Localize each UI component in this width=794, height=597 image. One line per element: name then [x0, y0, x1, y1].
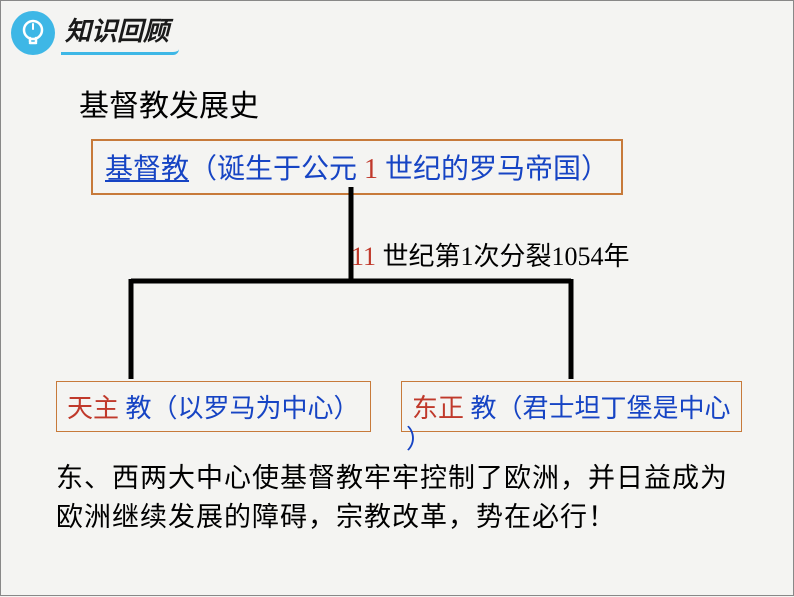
leaf-left-rest: 教（以罗马为中心）: [119, 394, 360, 423]
split-event-label: 11 世纪第1次分裂1054年: [351, 236, 630, 273]
leaf-right-rest: 教（君士坦丁堡是中心: [464, 394, 731, 423]
leaf-right-overflow-paren: ）: [406, 419, 432, 456]
page-title: 基督教发展史: [79, 81, 259, 125]
knowledge-review-header: 知识回顾: [11, 11, 179, 55]
leaf-left-highlight: 天主: [67, 394, 119, 423]
root-suffix-open: （诞生于公元: [189, 154, 364, 185]
leaf-node-orthodox: 东正 教（君士坦丁堡是中心: [401, 381, 742, 432]
root-node-christianity: 基督教（诞生于公元 1 世纪的罗马帝国）: [91, 139, 623, 195]
root-number: 1: [364, 154, 378, 185]
leaf-node-catholic: 天主 教（以罗马为中心）: [56, 381, 371, 432]
header-title: 知识回顾: [61, 11, 179, 55]
split-number: 11: [351, 242, 376, 271]
root-suffix-close: 世纪的罗马帝国）: [378, 154, 609, 185]
split-rest: 世纪第1次分裂1054年: [376, 242, 630, 271]
root-highlight: 基督教: [105, 154, 189, 185]
lightbulb-head-icon: [11, 11, 55, 55]
conclusion-text: 东、西两大中心使基督教牢牢控制了欧洲，并日益成为欧洲继续发展的障碍，宗教改革，势…: [56, 459, 736, 537]
